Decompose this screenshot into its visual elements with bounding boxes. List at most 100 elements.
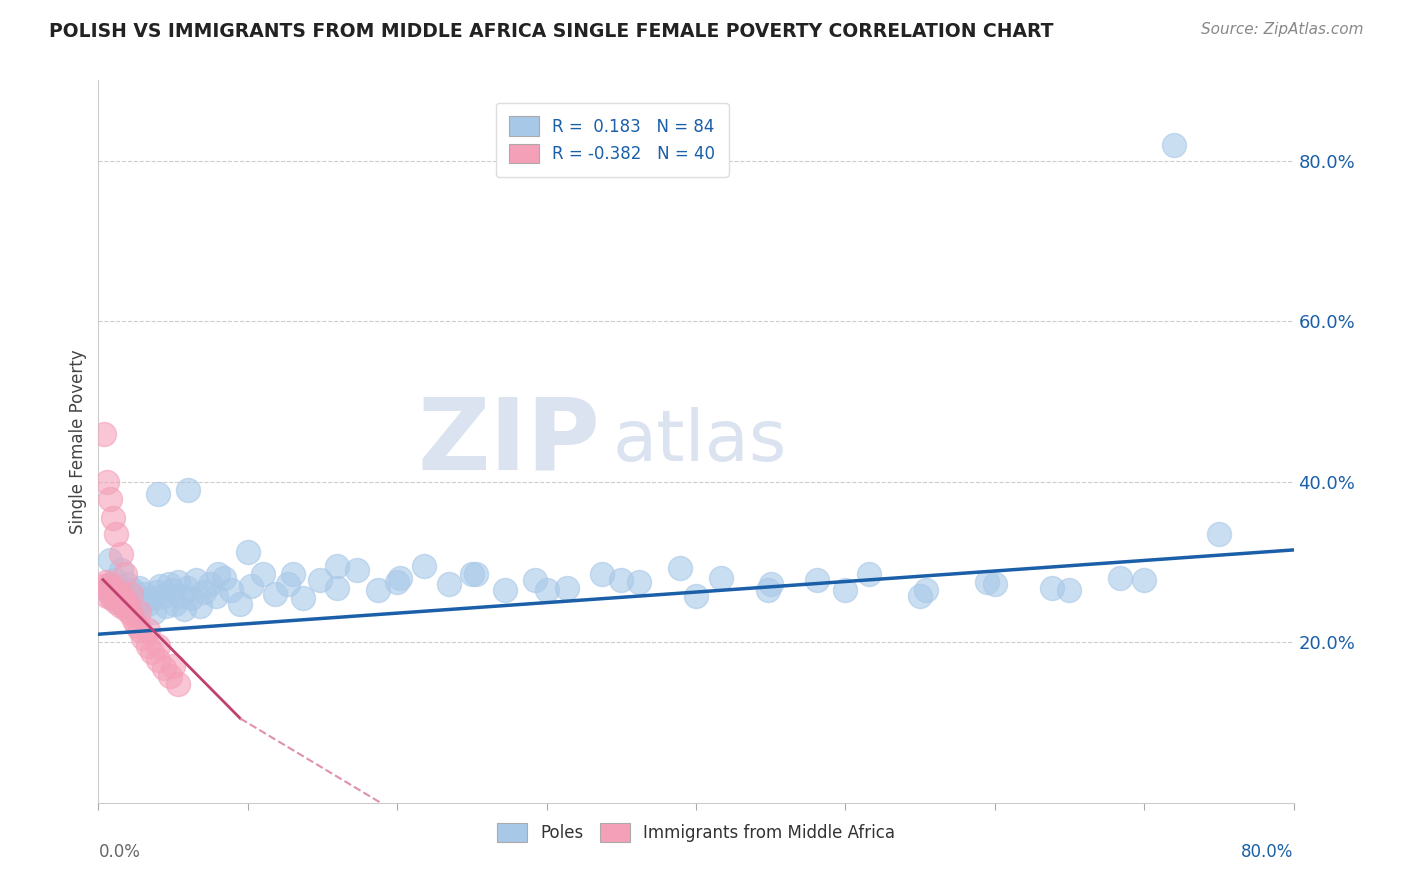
Point bbox=[212, 571, 235, 585]
Point bbox=[105, 526, 128, 541]
Point bbox=[103, 510, 125, 524]
Point bbox=[494, 583, 516, 598]
Point bbox=[136, 597, 159, 611]
Point bbox=[668, 561, 690, 575]
Point bbox=[115, 603, 138, 617]
Point bbox=[98, 492, 122, 507]
Point bbox=[111, 589, 134, 603]
Text: 80.0%: 80.0% bbox=[1241, 843, 1294, 861]
Point bbox=[169, 589, 191, 603]
Point bbox=[346, 563, 368, 577]
Point bbox=[536, 583, 558, 598]
Point bbox=[1133, 573, 1156, 587]
Point bbox=[326, 558, 349, 574]
Point bbox=[93, 426, 115, 441]
Point bbox=[104, 587, 127, 601]
Point bbox=[163, 597, 186, 611]
Point bbox=[97, 579, 120, 593]
Point bbox=[101, 591, 124, 605]
Point bbox=[236, 545, 259, 559]
Point bbox=[152, 589, 174, 603]
Point bbox=[1059, 583, 1081, 598]
Point bbox=[915, 583, 938, 598]
Point bbox=[128, 581, 150, 595]
Point bbox=[461, 567, 484, 582]
Point bbox=[112, 597, 135, 611]
Point bbox=[110, 563, 132, 577]
Point bbox=[112, 599, 135, 614]
Point bbox=[98, 553, 122, 567]
Point bbox=[110, 547, 132, 561]
Point bbox=[523, 573, 546, 587]
Point bbox=[710, 571, 733, 585]
Point bbox=[157, 577, 180, 591]
Point bbox=[148, 653, 170, 667]
Point bbox=[107, 586, 129, 600]
Point bbox=[180, 591, 202, 605]
Point bbox=[145, 585, 167, 599]
Text: POLISH VS IMMIGRANTS FROM MIDDLE AFRICA SINGLE FEMALE POVERTY CORRELATION CHART: POLISH VS IMMIGRANTS FROM MIDDLE AFRICA … bbox=[49, 22, 1053, 41]
Point bbox=[94, 583, 117, 598]
Point bbox=[367, 583, 389, 598]
Point bbox=[281, 567, 304, 582]
Point bbox=[326, 581, 349, 595]
Text: atlas: atlas bbox=[613, 407, 787, 476]
Point bbox=[834, 583, 856, 598]
Point bbox=[136, 639, 159, 653]
Point bbox=[759, 577, 782, 591]
Point bbox=[136, 623, 159, 637]
Point bbox=[120, 587, 142, 601]
Point bbox=[124, 613, 146, 627]
Point bbox=[118, 589, 141, 603]
Text: 0.0%: 0.0% bbox=[98, 843, 141, 861]
Point bbox=[277, 577, 299, 591]
Point bbox=[1208, 526, 1230, 541]
Point bbox=[177, 483, 200, 497]
Point bbox=[104, 573, 127, 587]
Point bbox=[976, 574, 998, 589]
Point bbox=[142, 605, 165, 619]
Point bbox=[155, 599, 177, 614]
Point bbox=[984, 577, 1007, 591]
Point bbox=[125, 603, 148, 617]
Point bbox=[193, 585, 215, 599]
Point bbox=[91, 579, 114, 593]
Point bbox=[229, 597, 252, 611]
Point bbox=[628, 574, 651, 589]
Point bbox=[97, 583, 120, 598]
Point bbox=[98, 577, 122, 591]
Point bbox=[159, 669, 181, 683]
Point bbox=[96, 589, 118, 603]
Point bbox=[413, 558, 436, 574]
Point bbox=[166, 677, 188, 691]
Point bbox=[176, 581, 198, 595]
Point bbox=[385, 574, 409, 589]
Point bbox=[131, 593, 153, 607]
Point bbox=[184, 573, 207, 587]
Point bbox=[96, 475, 118, 489]
Point bbox=[117, 599, 139, 614]
Point bbox=[465, 567, 488, 582]
Point bbox=[160, 583, 183, 598]
Point bbox=[200, 577, 222, 591]
Point bbox=[252, 567, 274, 582]
Point bbox=[108, 591, 131, 605]
Point bbox=[207, 567, 229, 582]
Point bbox=[153, 661, 176, 675]
Point bbox=[205, 589, 228, 603]
Point bbox=[149, 579, 172, 593]
Point bbox=[439, 577, 461, 591]
Point bbox=[120, 607, 142, 621]
Point bbox=[110, 599, 132, 614]
Text: Source: ZipAtlas.com: Source: ZipAtlas.com bbox=[1201, 22, 1364, 37]
Point bbox=[858, 567, 880, 582]
Point bbox=[756, 583, 779, 598]
Point bbox=[221, 583, 243, 598]
Point bbox=[139, 591, 162, 605]
Point bbox=[166, 574, 188, 589]
Point bbox=[610, 573, 633, 587]
Point bbox=[148, 639, 170, 653]
Point bbox=[685, 589, 707, 603]
Point bbox=[141, 645, 163, 659]
Point bbox=[263, 587, 285, 601]
